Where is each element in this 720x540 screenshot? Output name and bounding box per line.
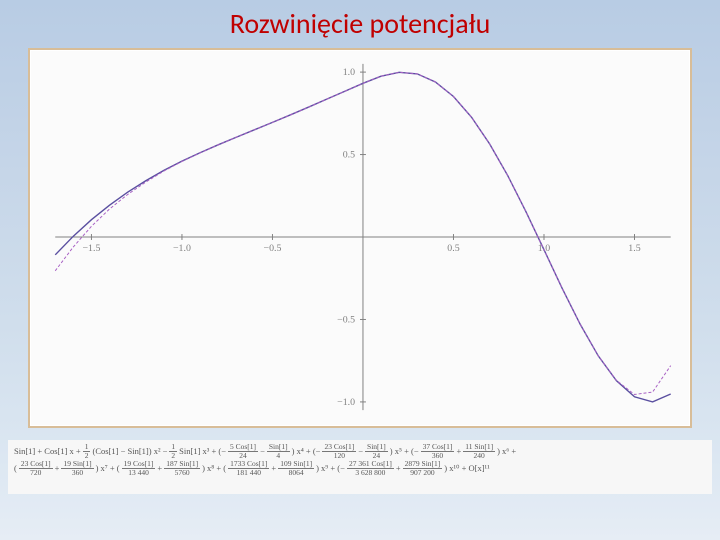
formula-term: ) x⁹ + (− [316,463,345,473]
formula-term: ) x⁵ + (− [390,446,419,456]
svg-text:−1.0: −1.0 [337,397,355,408]
formula-line-2: (23 Cos[1]720+19 Sin[1]360) x⁷ + (19 Cos… [12,460,708,476]
chart-frame: −1.5−1.0−0.50.51.01.5−1.0−0.50.51.0 [28,48,692,428]
formula-term: − [260,446,265,456]
formula-term: + [396,463,401,473]
formula-fraction: 12 [83,443,91,459]
formula-term: + [157,463,162,473]
svg-text:−1.0: −1.0 [173,243,191,254]
formula-term: ) x⁸ + ( [202,463,226,473]
formula-term: ) x⁶ + [497,446,516,456]
svg-text:−0.5: −0.5 [263,243,281,254]
formula-fraction: Sin[1]4 [267,443,290,459]
formula-fraction: 5 Cos[1]24 [228,443,258,459]
formula-fraction: 109 Sin[1]8064 [278,460,314,476]
formula-line-1: Sin[1] + Cos[1] x +12(Cos[1] − Sin[1]) x… [12,443,708,459]
formula-fraction: 12 [169,443,177,459]
svg-text:0.5: 0.5 [447,243,459,254]
svg-text:−0.5: −0.5 [337,314,355,325]
formula-term: − [358,446,363,456]
svg-text:−1.5: −1.5 [82,243,100,254]
formula-term: ) x⁷ + ( [96,463,120,473]
formula-fraction: 23 Cos[1]120 [322,443,356,459]
formula-fraction: 23 Cos[1]720 [19,460,53,476]
formula-term: + [271,463,276,473]
formula-fraction: 27 361 Cos[1]3 628 800 [347,460,394,476]
formula-term: ( [14,463,17,473]
slide-title: Rozwinięcie potencjału [0,6,720,41]
line-chart: −1.5−1.0−0.50.51.01.5−1.0−0.50.51.0 [30,50,690,426]
formula-term: ) x⁴ + (− [292,446,321,456]
formula-fraction: 19 Cos[1]13 440 [122,460,156,476]
formula-fraction: 2879 Sin[1]907 200 [403,460,443,476]
formula-bar: Sin[1] + Cos[1] x +12(Cos[1] − Sin[1]) x… [8,440,712,494]
formula-term: + [55,463,60,473]
svg-text:1.0: 1.0 [343,67,355,78]
formula-fraction: Sin[1]24 [365,443,388,459]
formula-term: (Cos[1] − Sin[1]) x² − [92,446,167,456]
formula-term: + [456,446,461,456]
formula-fraction: 11 Sin[1]240 [463,443,495,459]
formula-term: ) x¹⁰ + O[x]¹¹ [444,463,489,473]
formula-fraction: 187 Sin[1]5760 [164,460,200,476]
svg-text:1.5: 1.5 [628,243,640,254]
formula-term: Sin[1] x³ + (− [179,446,226,456]
formula-fraction: 19 Sin[1]360 [61,460,93,476]
formula-term: Sin[1] + Cos[1] x + [14,446,81,456]
formula-fraction: 1733 Cos[1]181 440 [228,460,269,476]
svg-text:0.5: 0.5 [343,150,355,161]
formula-fraction: 37 Cos[1]360 [421,443,455,459]
